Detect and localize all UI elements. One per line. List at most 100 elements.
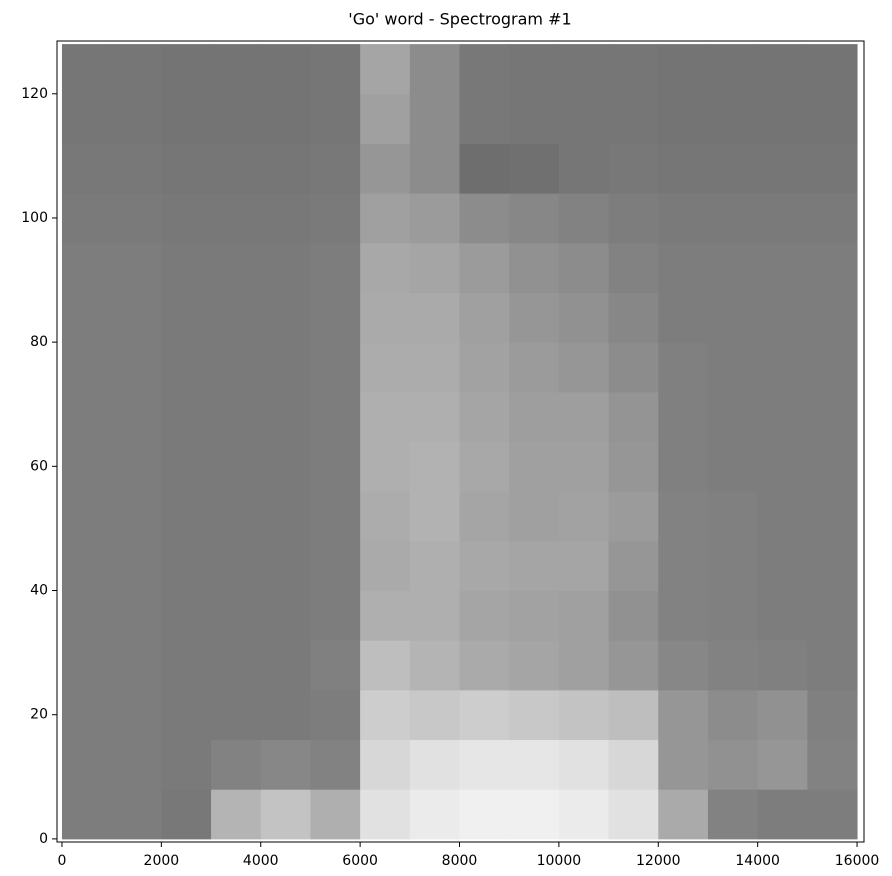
heatmap-cell bbox=[360, 193, 411, 244]
heatmap-cell bbox=[509, 143, 560, 194]
heatmap-cell bbox=[211, 441, 262, 492]
heatmap-cell bbox=[707, 739, 759, 790]
heatmap-cell bbox=[558, 143, 610, 194]
heatmap-cell bbox=[111, 540, 162, 592]
heatmap-cell bbox=[608, 143, 659, 194]
heatmap-cell bbox=[211, 391, 262, 442]
heatmap-cell bbox=[707, 44, 759, 95]
heatmap-cell bbox=[558, 242, 610, 293]
heatmap-cell bbox=[409, 739, 461, 790]
heatmap-cell bbox=[360, 44, 411, 95]
heatmap-cell bbox=[260, 689, 311, 741]
heatmap-cell bbox=[608, 441, 659, 492]
heatmap-cell bbox=[558, 441, 610, 492]
heatmap-cell bbox=[409, 391, 461, 442]
heatmap-cell bbox=[111, 292, 162, 343]
heatmap-cell bbox=[310, 789, 361, 840]
heatmap-cell bbox=[658, 590, 709, 641]
heatmap-cell bbox=[360, 391, 411, 442]
heatmap-cell bbox=[757, 441, 808, 492]
heatmap-cell bbox=[757, 689, 808, 741]
heatmap-cell bbox=[61, 491, 113, 542]
heatmap-cell bbox=[558, 342, 610, 393]
x-tick-label: 10000 bbox=[537, 853, 582, 869]
heatmap-cell bbox=[211, 491, 262, 542]
heatmap-cell bbox=[61, 689, 113, 741]
heatmap-cell bbox=[459, 342, 510, 393]
heatmap-cell bbox=[558, 590, 610, 641]
x-tick-label: 12000 bbox=[636, 853, 681, 869]
heatmap-cell bbox=[111, 143, 162, 194]
heatmap-cell bbox=[61, 193, 113, 244]
heatmap-cell bbox=[61, 242, 113, 293]
heatmap-cell bbox=[161, 242, 212, 293]
heatmap-cell bbox=[161, 193, 212, 244]
heatmap-cell bbox=[707, 143, 759, 194]
heatmap-cell bbox=[61, 292, 113, 343]
heatmap-cell bbox=[61, 789, 113, 840]
heatmap-cell bbox=[260, 342, 311, 393]
heatmap-cell bbox=[608, 739, 659, 790]
x-tick-label: 2000 bbox=[144, 853, 180, 869]
heatmap-cell bbox=[807, 193, 858, 244]
heatmap-cell bbox=[558, 789, 610, 840]
heatmap-cell bbox=[111, 342, 162, 393]
heatmap-cell bbox=[459, 193, 510, 244]
heatmap-cell bbox=[558, 640, 610, 691]
heatmap-cell bbox=[757, 590, 808, 641]
heatmap-cell bbox=[707, 193, 759, 244]
heatmap-cell bbox=[260, 93, 311, 144]
chart-title: 'Go' word - Spectrogram #1 bbox=[348, 10, 571, 29]
heatmap-cell bbox=[707, 491, 759, 542]
heatmap-cell bbox=[459, 640, 510, 691]
heatmap-cell bbox=[757, 391, 808, 442]
x-tick-label: 8000 bbox=[442, 853, 478, 869]
heatmap-cell bbox=[211, 640, 262, 691]
heatmap-cell bbox=[260, 143, 311, 194]
heatmap-cell bbox=[211, 540, 262, 592]
heatmap-cell bbox=[608, 640, 659, 691]
heatmap-cell bbox=[310, 342, 361, 393]
heatmap-cell bbox=[807, 242, 858, 293]
heatmap-cell bbox=[658, 739, 709, 790]
heatmap-cell bbox=[459, 789, 510, 840]
y-tick-label: 0 bbox=[39, 831, 48, 847]
heatmap-cell bbox=[111, 391, 162, 442]
heatmap-cell bbox=[111, 44, 162, 95]
heatmap-cell bbox=[707, 441, 759, 492]
heatmap-cell bbox=[111, 193, 162, 244]
heatmap-cell bbox=[608, 789, 659, 840]
heatmap-cell bbox=[260, 391, 311, 442]
heatmap-cell bbox=[260, 540, 311, 592]
heatmap-cell bbox=[161, 491, 212, 542]
heatmap-cell bbox=[707, 292, 759, 343]
heatmap-cell bbox=[509, 789, 560, 840]
heatmap-cell bbox=[409, 93, 461, 144]
heatmap-cell bbox=[211, 739, 262, 790]
heatmap-cell bbox=[707, 540, 759, 592]
heatmap-cell bbox=[807, 640, 858, 691]
heatmap-cell bbox=[211, 93, 262, 144]
heatmap-cell bbox=[260, 193, 311, 244]
heatmap-cell bbox=[409, 491, 461, 542]
heatmap-cell bbox=[161, 93, 212, 144]
heatmap-cell bbox=[409, 242, 461, 293]
heatmap-cell bbox=[161, 441, 212, 492]
heatmap-cell bbox=[111, 590, 162, 641]
y-tick-label: 40 bbox=[30, 583, 48, 599]
heatmap-cell bbox=[459, 292, 510, 343]
plot-frame bbox=[56, 40, 865, 843]
heatmap-cell bbox=[459, 441, 510, 492]
heatmap-cell bbox=[807, 292, 858, 343]
heatmap-cell bbox=[459, 391, 510, 442]
x-tick-label: 0 bbox=[58, 853, 67, 869]
heatmap-cell bbox=[509, 590, 560, 641]
heatmap-cell bbox=[807, 391, 858, 442]
heatmap-cell bbox=[807, 540, 858, 592]
heatmap-cell bbox=[409, 44, 461, 95]
heatmap-cell bbox=[360, 590, 411, 641]
heatmap-cell bbox=[807, 739, 858, 790]
heatmap-cell bbox=[459, 143, 510, 194]
heatmap-cell bbox=[409, 143, 461, 194]
